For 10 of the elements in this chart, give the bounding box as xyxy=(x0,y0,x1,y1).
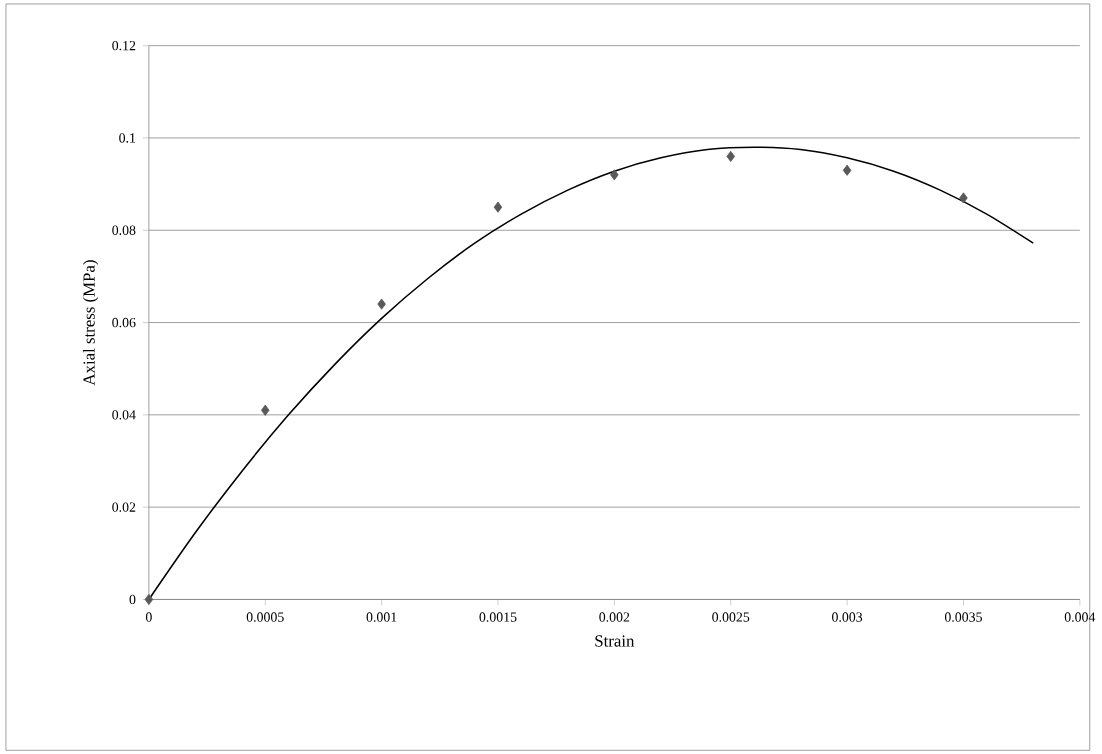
point xyxy=(726,150,735,162)
point xyxy=(493,201,503,213)
point xyxy=(842,164,852,176)
point xyxy=(377,298,386,310)
x-axis-title: Strain xyxy=(595,635,635,647)
point xyxy=(144,593,154,605)
point xyxy=(610,169,619,181)
y-axis-title: Axial stress (MPa) xyxy=(82,260,99,386)
point xyxy=(959,192,968,204)
point xyxy=(260,404,270,416)
